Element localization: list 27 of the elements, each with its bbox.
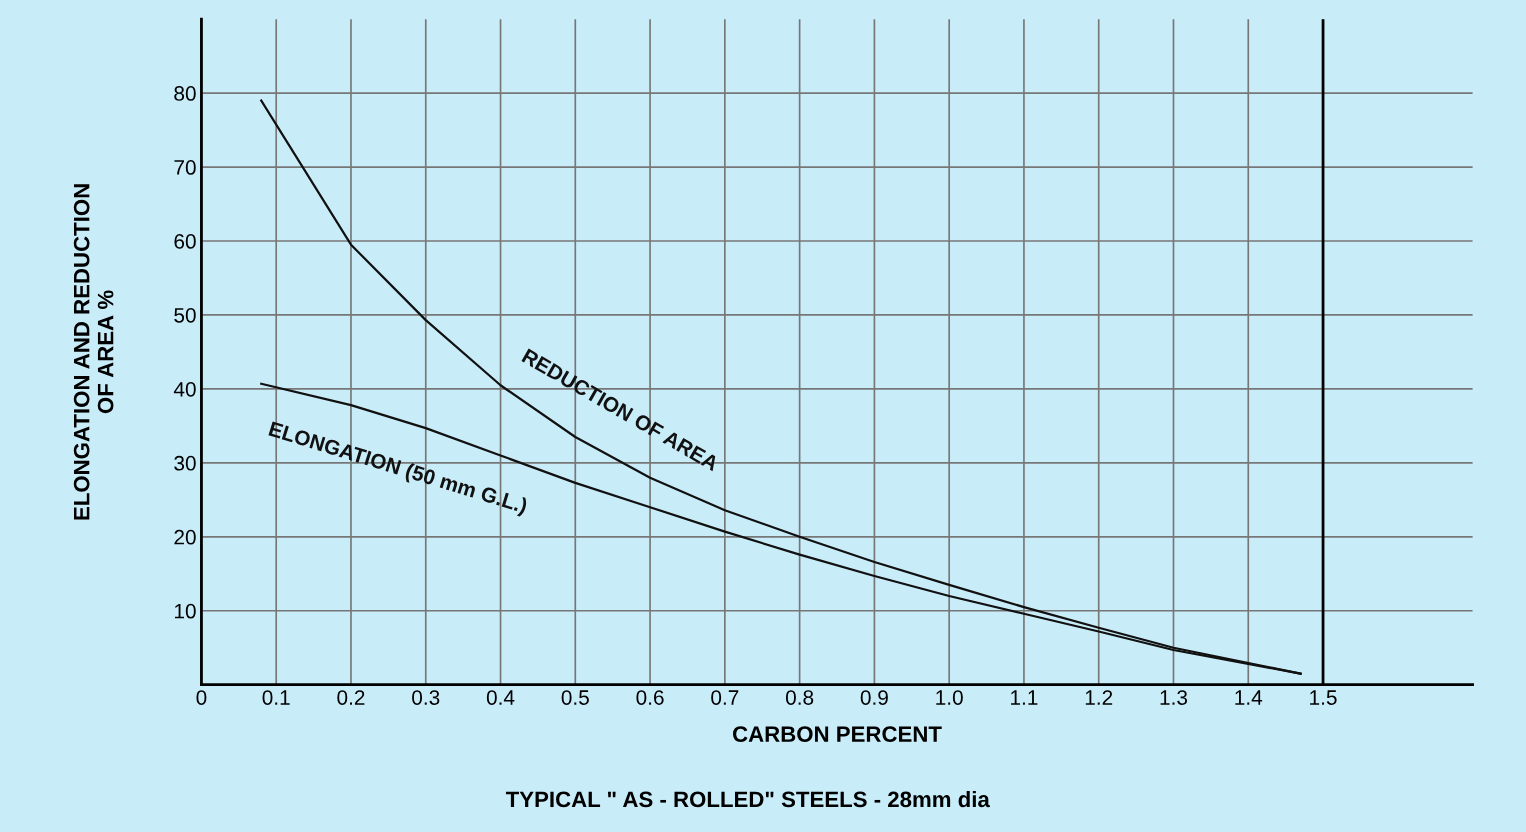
x-tick-label: 1.4	[1235, 690, 1263, 705]
x-tick-label: 1.3	[1160, 690, 1188, 705]
x-tick-label: 0.3	[412, 690, 440, 705]
y-tick-label: 40	[173, 381, 196, 397]
y-tick-label: 60	[174, 234, 196, 249]
y-tick-label: 80	[174, 86, 196, 101]
y-tick-label: 50	[174, 307, 196, 323]
x-tick-label: 0	[196, 690, 207, 705]
x-tick-label: 0.4	[486, 690, 515, 705]
y-tick-label: 70	[174, 160, 196, 175]
x-tick-label: 0.2	[337, 690, 365, 705]
x-tick-label: 0.6	[636, 690, 664, 705]
x-tick-label: 0.9	[860, 690, 888, 705]
y-tick-label: 10	[174, 603, 196, 619]
text: TYPICAL " AS - ROLLED" STEELS - 28mm dia	[505, 790, 990, 808]
x-tick-label: 0.5	[561, 690, 589, 705]
x-tick-label: 1.1	[1011, 690, 1038, 705]
x-axis-title: CARBON PERCENT	[732, 726, 942, 743]
x-tick-label: 0.1	[262, 690, 290, 705]
x-tick-label: 1.0	[936, 690, 963, 705]
y-tick-label: 20	[174, 529, 196, 545]
y-tick-label: 30	[174, 455, 196, 471]
y-axis-title: ELONGATION AND REDUCTION OF AREA %	[73, 184, 114, 520]
x-tick-label: 0.7	[711, 690, 739, 705]
x-tick-label: 0.8	[785, 690, 814, 705]
x-tick-label: 1.2	[1085, 690, 1113, 705]
x-tick-label: 1.5	[1310, 690, 1337, 705]
